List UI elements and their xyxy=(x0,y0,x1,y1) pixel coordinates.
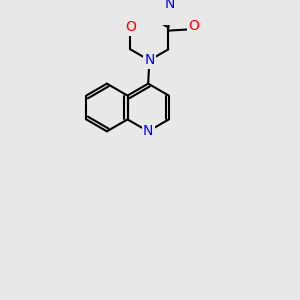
Text: N: N xyxy=(143,124,153,138)
Text: O: O xyxy=(125,20,136,34)
Text: N: N xyxy=(144,53,154,67)
Text: O: O xyxy=(189,19,200,33)
Text: N: N xyxy=(164,0,175,11)
